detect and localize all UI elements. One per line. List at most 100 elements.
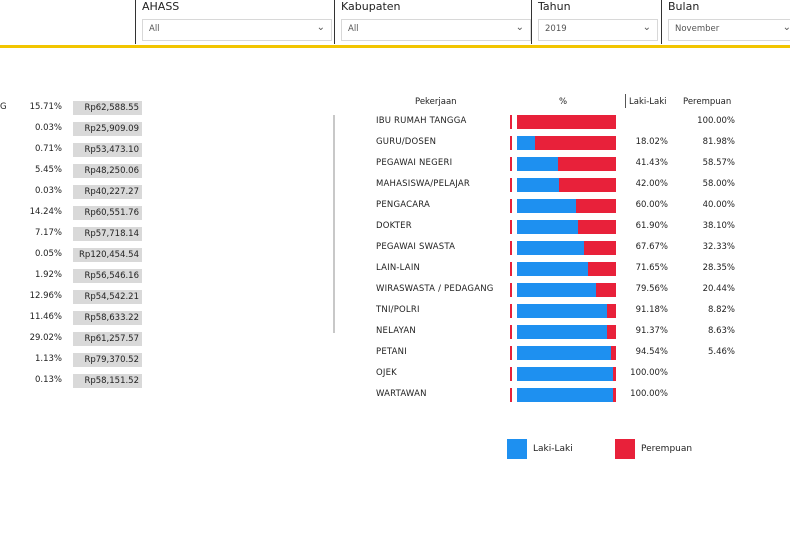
- table-row[interactable]: MAHASISWA/PELAJAR 42.00% 58.00%: [0, 177, 790, 193]
- male-bar-segment: [517, 157, 559, 171]
- occupation-cell: WARTAWAN: [376, 389, 427, 399]
- table-row[interactable]: LAIN-LAIN 71.65% 28.35%: [0, 261, 790, 277]
- ahass-dropdown[interactable]: All ⌄: [142, 19, 332, 41]
- table-row[interactable]: GURU/DOSEN 18.02% 81.98%: [0, 135, 790, 151]
- percent-cell: 7.17%: [34, 228, 62, 238]
- female-pct-cell: 5.46%: [707, 347, 735, 357]
- amount-cell: Rp56,546.16: [73, 269, 142, 283]
- indicator-tick: [510, 241, 512, 255]
- amount-cell: Rp57,718.14: [73, 227, 142, 241]
- gender-bar[interactable]: [517, 157, 616, 171]
- male-bar-segment: [517, 199, 577, 213]
- percent-cell: 14.24%: [29, 207, 62, 217]
- gender-bar[interactable]: [517, 388, 616, 402]
- amount-cell: Rp60,551.76: [73, 206, 142, 220]
- dropdown-value: All: [149, 24, 160, 34]
- table-row[interactable]: OJEK 100.00%: [0, 366, 790, 382]
- percent-cell: 15.71%: [29, 102, 62, 112]
- header-pct[interactable]: %: [559, 97, 568, 107]
- indicator-tick: [510, 220, 512, 234]
- percent-cell: 0.03%: [34, 186, 62, 196]
- male-pct-cell: 42.00%: [635, 179, 668, 189]
- gender-bar[interactable]: [517, 304, 616, 318]
- legend-swatch: [507, 439, 527, 459]
- indicator-tick: [510, 325, 512, 339]
- gender-bar[interactable]: [517, 178, 616, 192]
- table-row[interactable]: NELAYAN 91.37% 8.63%: [0, 324, 790, 340]
- male-pct-cell: 67.67%: [635, 242, 668, 252]
- occupation-cell: TNI/POLRI: [376, 305, 420, 315]
- gender-bar[interactable]: [517, 367, 616, 381]
- kabupaten-dropdown[interactable]: All ⌄: [341, 19, 531, 41]
- column-resize-handle[interactable]: [625, 94, 626, 108]
- header-female[interactable]: Perempuan: [683, 97, 732, 107]
- indicator-tick: [510, 136, 512, 150]
- table-row[interactable]: PEGAWAI NEGERI 41.43% 58.57%: [0, 156, 790, 172]
- table-row[interactable]: WARTAWAN 100.00%: [0, 387, 790, 403]
- gender-bar[interactable]: [517, 325, 616, 339]
- male-bar-segment: [517, 388, 614, 402]
- table-row[interactable]: PEGAWAI SWASTA 67.67% 32.33%: [0, 240, 790, 256]
- occupation-cell: LAIN-LAIN: [376, 263, 421, 273]
- gender-bar[interactable]: [517, 283, 616, 297]
- percent-cell: 12.96%: [29, 291, 62, 301]
- indicator-tick: [510, 388, 512, 402]
- gender-bar[interactable]: [517, 115, 616, 129]
- tahun-dropdown[interactable]: 2019 ⌄: [538, 19, 658, 41]
- percent-cell: 0.13%: [34, 375, 62, 385]
- male-bar-segment: [517, 367, 614, 381]
- gender-bar[interactable]: [517, 241, 616, 255]
- filter-ahass: AHASS All ⌄: [135, 0, 334, 44]
- table-row[interactable]: DOKTER 61.90% 38.10%: [0, 219, 790, 235]
- male-pct-cell: 100.00%: [630, 389, 668, 399]
- panel-divider: [333, 115, 335, 333]
- amount-cell: Rp53,473.10: [73, 143, 142, 157]
- occupation-cell: PEGAWAI NEGERI: [376, 158, 453, 168]
- table-row[interactable]: WIRASWASTA / PEDAGANG 79.56% 20.44%: [0, 282, 790, 298]
- indicator-tick: [510, 346, 512, 360]
- female-pct-cell: 38.10%: [702, 221, 735, 231]
- dropdown-value: 2019: [545, 24, 567, 34]
- amount-cell: Rp48,250.06: [73, 164, 142, 178]
- gender-bar[interactable]: [517, 136, 616, 150]
- gender-bar[interactable]: [517, 199, 616, 213]
- legend-label: Laki-Laki: [533, 444, 573, 454]
- male-bar-segment: [517, 346, 611, 360]
- female-pct-cell: 8.82%: [707, 305, 735, 315]
- truncated-label: G: [0, 102, 7, 112]
- gender-bar[interactable]: [517, 346, 616, 360]
- percent-cell: 0.05%: [34, 249, 62, 259]
- chevron-down-icon: ⌄: [316, 22, 325, 33]
- chevron-down-icon: ⌄: [515, 22, 524, 33]
- header-male[interactable]: Laki-Laki: [629, 97, 667, 107]
- bulan-dropdown[interactable]: November ⌄: [668, 19, 790, 41]
- legend-label: Perempuan: [641, 444, 693, 454]
- female-pct-cell: 100.00%: [697, 116, 735, 126]
- male-pct-cell: 18.02%: [635, 137, 668, 147]
- amount-cell: Rp58,633.22: [73, 311, 142, 325]
- chevron-down-icon: ⌄: [782, 22, 790, 33]
- female-pct-cell: 8.63%: [707, 326, 735, 336]
- indicator-tick: [510, 283, 512, 297]
- male-bar-segment: [517, 220, 579, 234]
- indicator-tick: [510, 157, 512, 171]
- header-occupation[interactable]: Pekerjaan: [415, 97, 457, 107]
- male-pct-cell: 41.43%: [635, 158, 668, 168]
- table-row[interactable]: PENGACARA 60.00% 40.00%: [0, 198, 790, 214]
- male-pct-cell: 71.65%: [635, 263, 668, 273]
- occupation-cell: IBU RUMAH TANGGA: [376, 116, 467, 126]
- female-pct-cell: 20.44%: [702, 284, 735, 294]
- percent-cell: 0.71%: [34, 144, 62, 154]
- gender-bar[interactable]: [517, 220, 616, 234]
- male-pct-cell: 91.37%: [635, 326, 668, 336]
- table-row[interactable]: IBU RUMAH TANGGA 100.00%: [0, 114, 790, 130]
- table-row[interactable]: TNI/POLRI 91.18% 8.82%: [0, 303, 790, 319]
- gender-bar[interactable]: [517, 262, 616, 276]
- amount-cell: Rp62,588.55: [73, 101, 142, 115]
- female-pct-cell: 28.35%: [702, 263, 735, 273]
- table-row[interactable]: PETANI 94.54% 5.46%: [0, 345, 790, 361]
- male-bar-segment: [517, 283, 596, 297]
- male-pct-cell: 61.90%: [635, 221, 668, 231]
- amount-cell: Rp25,909.09: [73, 122, 142, 136]
- male-bar-segment: [517, 241, 584, 255]
